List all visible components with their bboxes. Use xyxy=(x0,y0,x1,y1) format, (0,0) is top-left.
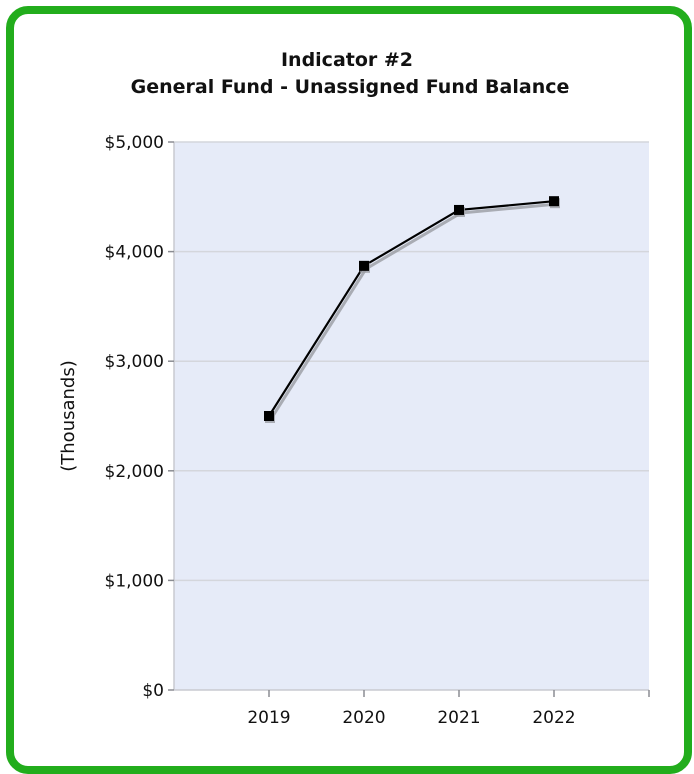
x-tick-label-0: 2019 xyxy=(247,708,290,728)
x-tick-label-3: 2022 xyxy=(532,708,575,728)
x-tick-label-1: 2020 xyxy=(342,708,385,728)
x-tick-label-2: 2021 xyxy=(437,708,480,728)
plot-background xyxy=(174,142,649,690)
series-shadow-line-0 xyxy=(269,202,557,420)
data-point-2022 xyxy=(549,196,559,207)
y-tick-label-1: $1,000 xyxy=(105,571,164,591)
series-line-0 xyxy=(268,200,555,417)
plot-area: $0 $1,000 $2,000 $3,000 $4,000 $5,000 2019 2020… xyxy=(105,133,650,728)
data-point-2020 xyxy=(359,260,369,271)
y-tick-label-5: $5,000 xyxy=(105,133,164,153)
y-tick-label-3: $3,000 xyxy=(105,352,164,372)
y-tick-label-0: $0 xyxy=(142,681,164,701)
y-tick-label-2: $2,000 xyxy=(105,462,164,482)
data-point-2019 xyxy=(264,411,274,421)
y-tick-label-4: $4,000 xyxy=(105,243,164,263)
chart-title: Indicator #2 xyxy=(281,49,413,71)
y-axis-label: (Thousands) xyxy=(58,360,79,472)
chart-subtitle: General Fund - Unassigned Fund Balance xyxy=(131,76,570,98)
data-point-2021 xyxy=(454,204,464,215)
